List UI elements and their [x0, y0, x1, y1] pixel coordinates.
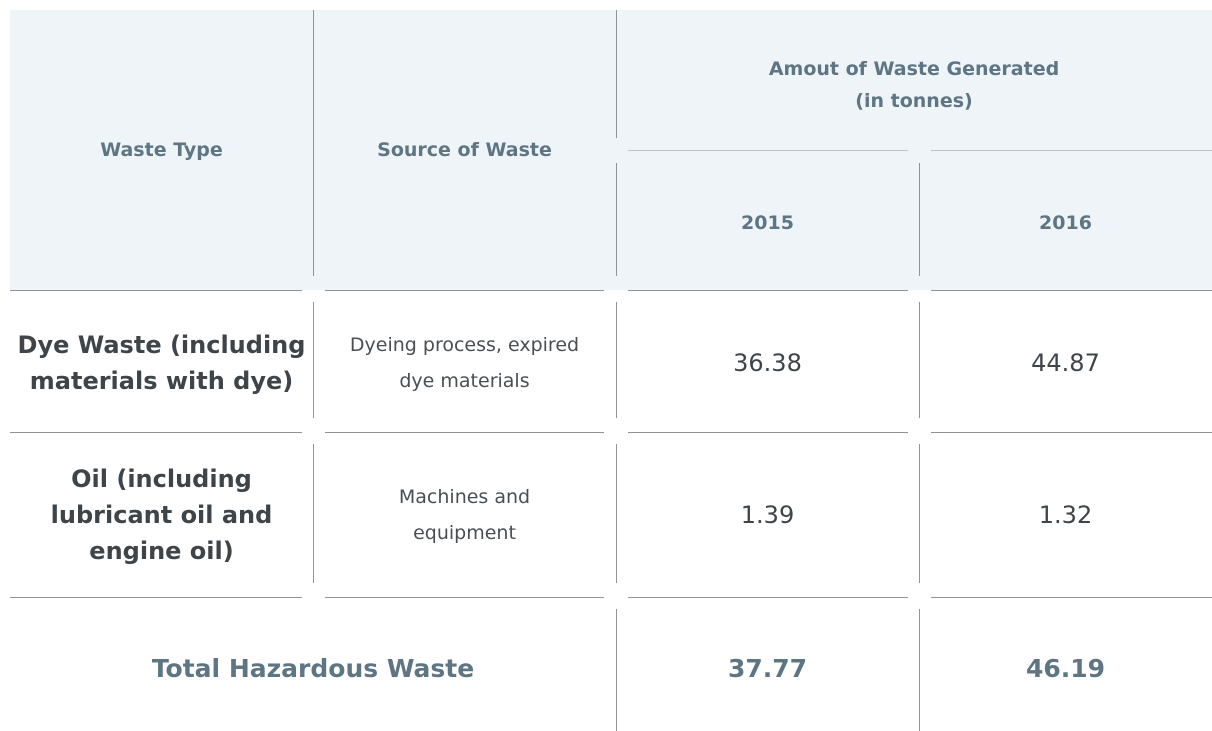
header-year: 2016 — [1039, 211, 1092, 234]
rule — [931, 290, 1212, 291]
rule — [313, 10, 314, 276]
row-value: 1.39 — [740, 501, 795, 529]
rule — [919, 444, 920, 583]
rule — [313, 444, 314, 583]
header-group-title: Amout of Waste Generated — [768, 58, 1060, 80]
total-label: Total Hazardous Waste — [151, 653, 475, 683]
rule — [325, 597, 604, 598]
rule — [616, 444, 617, 583]
rule — [616, 609, 617, 731]
row-source: Machines and equipment — [398, 486, 531, 544]
rule — [931, 150, 1212, 151]
header-year: 2015 — [741, 211, 794, 234]
rule — [616, 163, 617, 276]
rule — [919, 302, 920, 418]
rule — [931, 432, 1212, 433]
rule — [628, 290, 908, 291]
rule — [325, 290, 604, 291]
rule — [616, 10, 617, 138]
row-value: 44.87 — [1031, 348, 1100, 377]
header-group: Amout of Waste Generated (in tonnes) — [616, 30, 1212, 140]
row-label: Dye Waste (including materials with dye) — [17, 330, 306, 395]
header-group-unit: (in tonnes) — [855, 90, 973, 112]
rule — [616, 302, 617, 418]
total-value: 37.77 — [727, 653, 808, 683]
rule — [919, 609, 920, 731]
header-cell: Source of Waste — [377, 139, 552, 161]
row-label: Oil (including lubricant oil and engine … — [50, 465, 273, 565]
rule — [628, 150, 908, 151]
header-cell: Waste Type — [100, 139, 223, 161]
rule — [313, 302, 314, 418]
rule — [10, 597, 302, 598]
rule — [10, 432, 302, 433]
rule — [628, 432, 908, 433]
rule — [919, 163, 920, 276]
row-value: 1.32 — [1038, 501, 1093, 529]
rule — [325, 432, 604, 433]
row-source: Dyeing process, expired dye materials — [349, 333, 580, 392]
rule — [931, 597, 1212, 598]
row-value: 36.38 — [733, 348, 802, 377]
rule — [628, 597, 908, 598]
total-value: 46.19 — [1025, 653, 1106, 683]
rule — [10, 290, 302, 291]
